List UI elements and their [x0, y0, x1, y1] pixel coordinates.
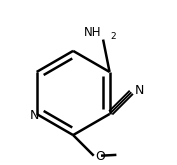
- Text: O: O: [96, 150, 105, 163]
- Text: N: N: [135, 84, 144, 97]
- Text: N: N: [30, 109, 39, 122]
- Text: NH: NH: [84, 26, 101, 39]
- Text: 2: 2: [110, 32, 116, 41]
